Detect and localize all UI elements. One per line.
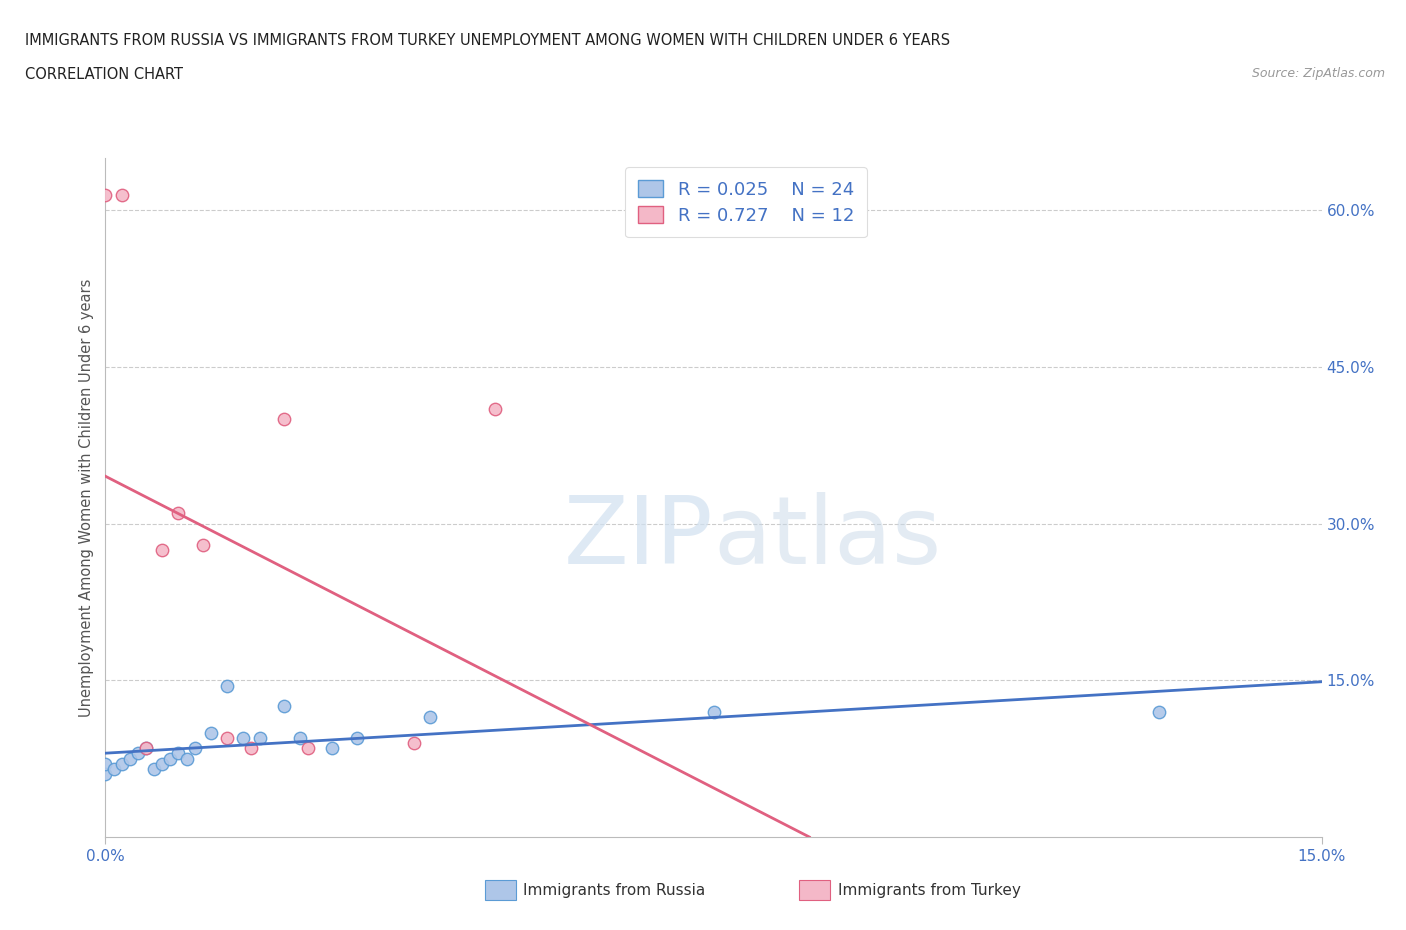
Text: Source: ZipAtlas.com: Source: ZipAtlas.com [1251,67,1385,80]
Point [240,741,263,756]
Point [484,402,506,417]
Text: Immigrants from Turkey: Immigrants from Turkey [838,883,1021,897]
Point [94,756,117,771]
Point [127,746,149,761]
Point [94,767,117,782]
Point [249,730,271,745]
Point [321,741,343,756]
Point [118,751,141,766]
Text: IMMIGRANTS FROM RUSSIA VS IMMIGRANTS FROM TURKEY UNEMPLOYMENT AMONG WOMEN WITH C: IMMIGRANTS FROM RUSSIA VS IMMIGRANTS FRO… [25,33,950,47]
Point [419,710,441,724]
Point [135,741,157,756]
Text: CORRELATION CHART: CORRELATION CHART [25,67,183,82]
Point [1149,704,1171,719]
Point [217,730,239,745]
Y-axis label: Unemployment Among Women with Children Under 6 years: Unemployment Among Women with Children U… [79,278,94,717]
Point [150,756,173,771]
Legend: R = 0.025    N = 24, R = 0.727    N = 12: R = 0.025 N = 24, R = 0.727 N = 12 [626,167,866,237]
Point [167,746,190,761]
Point [232,730,254,745]
Point [159,751,181,766]
Point [111,187,134,202]
Point [150,542,173,557]
Text: Immigrants from Russia: Immigrants from Russia [523,883,706,897]
Point [167,506,190,521]
Point [297,741,319,756]
Point [346,730,368,745]
Point [217,678,239,693]
Point [183,741,205,756]
Point [111,756,134,771]
Point [135,741,157,756]
Point [200,725,222,740]
Point [402,736,425,751]
Point [702,704,725,719]
Point [288,730,311,745]
Point [176,751,198,766]
Point [273,412,295,427]
Point [273,699,295,714]
Text: atlas: atlas [713,492,942,584]
Text: ZIP: ZIP [564,492,713,584]
Point [103,762,125,777]
Point [94,187,117,202]
Point [191,538,214,552]
Point [143,762,166,777]
